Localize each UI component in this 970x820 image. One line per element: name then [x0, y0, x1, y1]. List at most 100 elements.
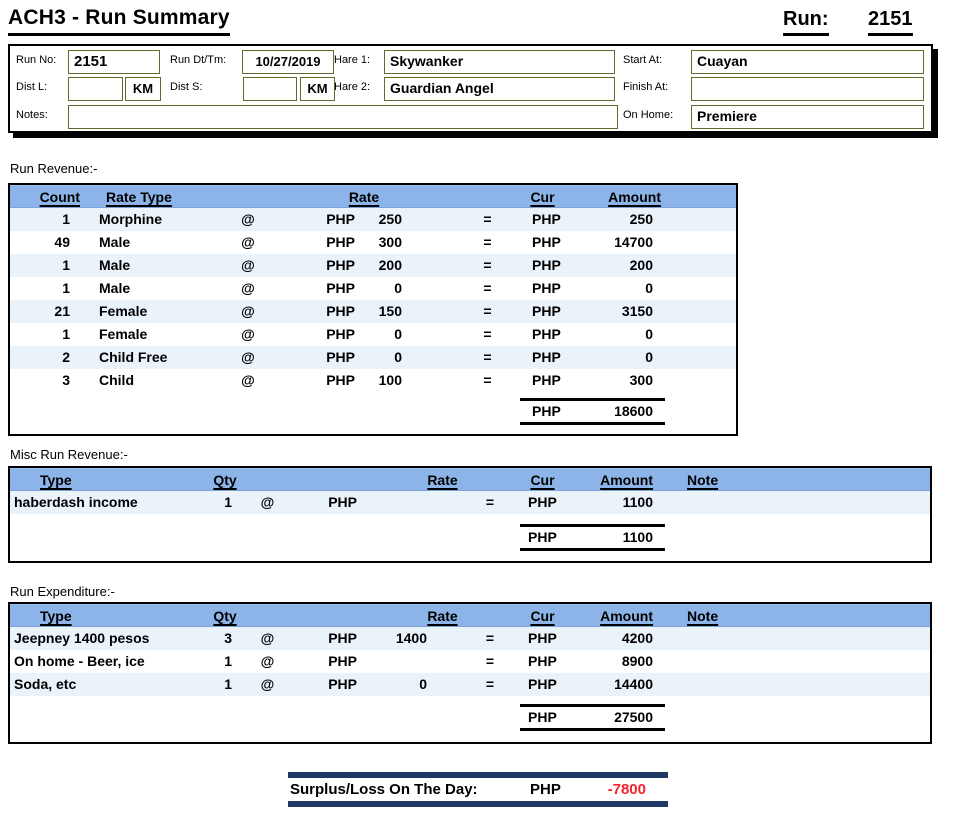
notes-label: Notes: [16, 109, 48, 121]
qty-cell: 3 [224, 630, 232, 646]
table-row: Jeepney 1400 pesos 3 @ PHP 1400 = PHP 42… [10, 627, 930, 650]
rate-header: Rate [348, 189, 380, 205]
amount-cell: 4200 [621, 630, 653, 646]
table-row: 1 Male @ PHP 200 = PHP 200 [10, 254, 736, 277]
rate-currency-cell: PHP [328, 676, 357, 692]
count-header: Count [39, 189, 80, 205]
rate-type-header: Rate Type [106, 189, 172, 205]
misc-revenue-header-row: Type Qty Rate Cur Amount Note [10, 468, 930, 491]
rate-currency-cell: PHP [326, 257, 355, 273]
rate-cell: 250 [378, 211, 402, 227]
table-row: 49 Male @ PHP 300 = PHP 14700 [10, 231, 736, 254]
rate-cell: 1400 [395, 630, 427, 646]
table-row: 1 Morphine @ PHP 250 = PHP 250 [10, 208, 736, 231]
run-no-label: Run No: [16, 54, 57, 66]
rate-cell [357, 650, 435, 673]
amount-cell: 300 [629, 372, 653, 388]
equals-symbol: = [483, 303, 492, 319]
finish-at-field[interactable] [691, 77, 924, 101]
total-amount: 27500 [565, 704, 665, 731]
amount-cell: 14700 [614, 234, 653, 250]
expenditure-table: Type Qty Rate Cur Amount Note Jeepney 14… [8, 602, 932, 744]
amount-cell: 1100 [622, 494, 653, 510]
hare1-field[interactable]: Skywanker [384, 50, 615, 74]
rate-currency-cell: PHP [326, 303, 355, 319]
cur-header: Cur [530, 472, 555, 488]
note-header: Note [687, 608, 719, 624]
expenditure-section-title: Run Expenditure:- [10, 584, 115, 599]
notes-field[interactable] [68, 105, 618, 129]
table-row: 1 Male @ PHP 0 = PHP 0 [10, 277, 736, 300]
total-amount: 1100 [565, 524, 665, 551]
amount-header: Amount [600, 472, 653, 488]
note-cell [665, 627, 930, 650]
type-header: Type [40, 472, 72, 488]
currency-cell: PHP [532, 326, 561, 342]
note-cell [665, 673, 930, 696]
total-amount: 18600 [565, 398, 665, 425]
start-at-field[interactable]: Cuayan [691, 50, 924, 74]
at-symbol: @ [241, 303, 255, 319]
hare2-field[interactable]: Guardian Angel [384, 77, 615, 101]
dist-l-field[interactable] [68, 77, 123, 101]
equals-symbol: = [483, 257, 492, 273]
rate-currency-cell: PHP [326, 234, 355, 250]
equals-symbol: = [483, 349, 492, 365]
type-cell: Soda, etc [14, 676, 77, 692]
equals-symbol: = [483, 372, 492, 388]
equals-symbol: = [483, 234, 492, 250]
run-revenue-section-title: Run Revenue:- [10, 161, 98, 176]
table-row: 1 Female @ PHP 0 = PHP 0 [10, 323, 736, 346]
table-row: On home - Beer, ice 1 @ PHP = PHP 8900 [10, 650, 930, 673]
rate-type-cell: Male [99, 280, 131, 296]
run-no-field[interactable]: 2151 [68, 50, 160, 74]
rate-cell: 0 [419, 676, 427, 692]
table-row: 21 Female @ PHP 150 = PHP 3150 [10, 300, 736, 323]
rate-currency-cell: PHP [328, 630, 357, 646]
on-home-field[interactable]: Premiere [691, 105, 924, 129]
rate-type-cell: Male [99, 257, 131, 273]
surplus-loss-banner: Surplus/Loss On The Day: PHP -7800 [288, 772, 668, 807]
rate-currency-cell: PHP [326, 326, 355, 342]
misc-revenue-table: Type Qty Rate Cur Amount Note haberdash … [8, 466, 932, 563]
amount-cell: 0 [645, 326, 653, 342]
currency-cell: PHP [532, 349, 561, 365]
rate-currency-cell: PHP [326, 372, 355, 388]
rate-type-cell: Male [99, 234, 131, 250]
currency-cell: PHP [532, 257, 561, 273]
total-currency: PHP [520, 704, 565, 731]
run-revenue-total-row: PHP 18600 [10, 398, 736, 425]
equals-symbol: = [483, 326, 492, 342]
qty-cell: 1 [224, 676, 232, 692]
at-symbol: @ [241, 211, 255, 227]
count-cell: 21 [54, 303, 70, 319]
run-dttm-label: Run Dt/Tm: [170, 54, 227, 66]
table-row: Soda, etc 1 @ PHP 0 = PHP 14400 [10, 673, 930, 696]
amount-cell: 14400 [614, 676, 653, 692]
equals-symbol: = [485, 653, 495, 669]
hare2-label: Hare 2: [334, 81, 371, 93]
amount-cell: 0 [645, 349, 653, 365]
count-cell: 3 [62, 372, 70, 388]
run-revenue-header-row: Count Rate Type Rate Cur Amount [10, 185, 736, 208]
currency-cell: PHP [528, 653, 557, 669]
surplus-loss-amount: -7800 [607, 781, 646, 798]
count-cell: 1 [62, 257, 70, 273]
run-revenue-table: Count Rate Type Rate Cur Amount 1 Morphi… [8, 183, 738, 436]
dist-s-field[interactable] [243, 77, 297, 101]
currency-cell: PHP [528, 494, 557, 510]
equals-symbol: = [485, 676, 495, 692]
currency-cell: PHP [532, 372, 561, 388]
currency-cell: PHP [532, 211, 561, 227]
finish-at-label: Finish At: [623, 81, 669, 93]
qty-header: Qty [213, 608, 237, 624]
start-at-label: Start At: [623, 54, 663, 66]
rate-currency-cell: PHP [326, 280, 355, 296]
rate-currency-cell: PHP [326, 211, 355, 227]
at-symbol: @ [241, 372, 255, 388]
run-dttm-field[interactable]: 10/27/2019 [242, 50, 334, 74]
dist-s-unit: KM [300, 77, 335, 101]
surplus-loss-label: Surplus/Loss On The Day: [290, 781, 478, 798]
run-corner-label: Run: [783, 8, 829, 36]
at-symbol: @ [241, 257, 255, 273]
